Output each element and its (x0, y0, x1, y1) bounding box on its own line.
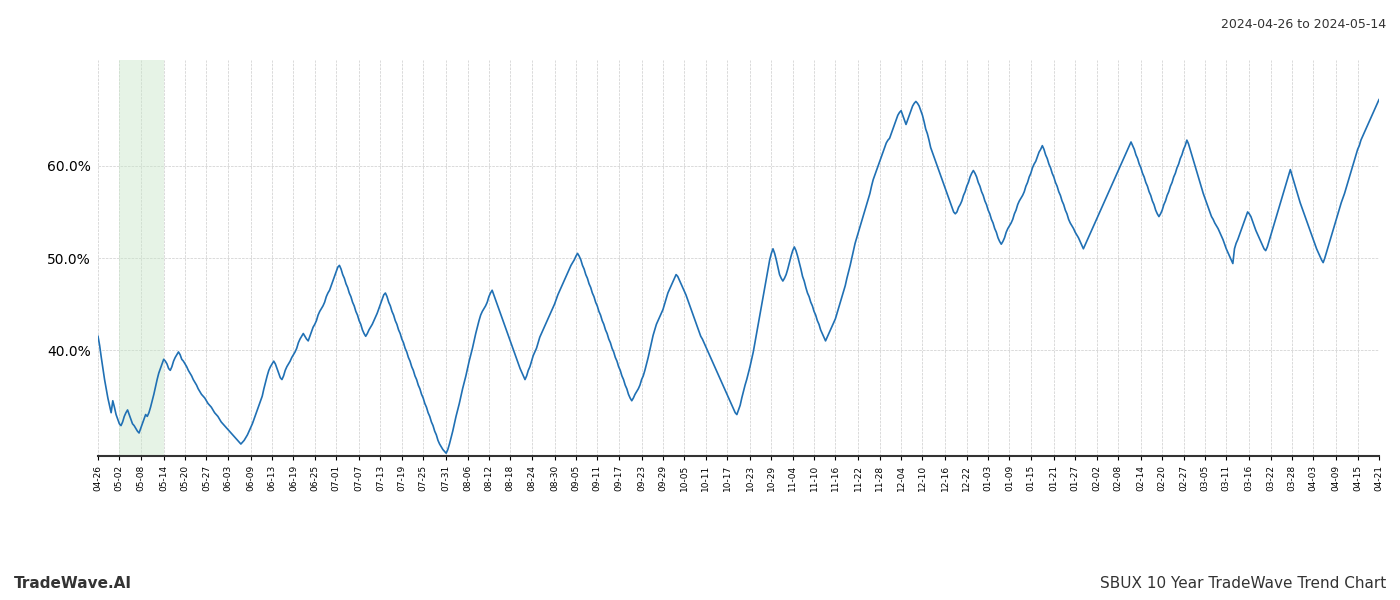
Text: SBUX 10 Year TradeWave Trend Chart: SBUX 10 Year TradeWave Trend Chart (1100, 576, 1386, 591)
Bar (119, 60, 164, 456)
Text: 2024-04-26 to 2024-05-14: 2024-04-26 to 2024-05-14 (1221, 18, 1386, 31)
Text: TradeWave.AI: TradeWave.AI (14, 576, 132, 591)
